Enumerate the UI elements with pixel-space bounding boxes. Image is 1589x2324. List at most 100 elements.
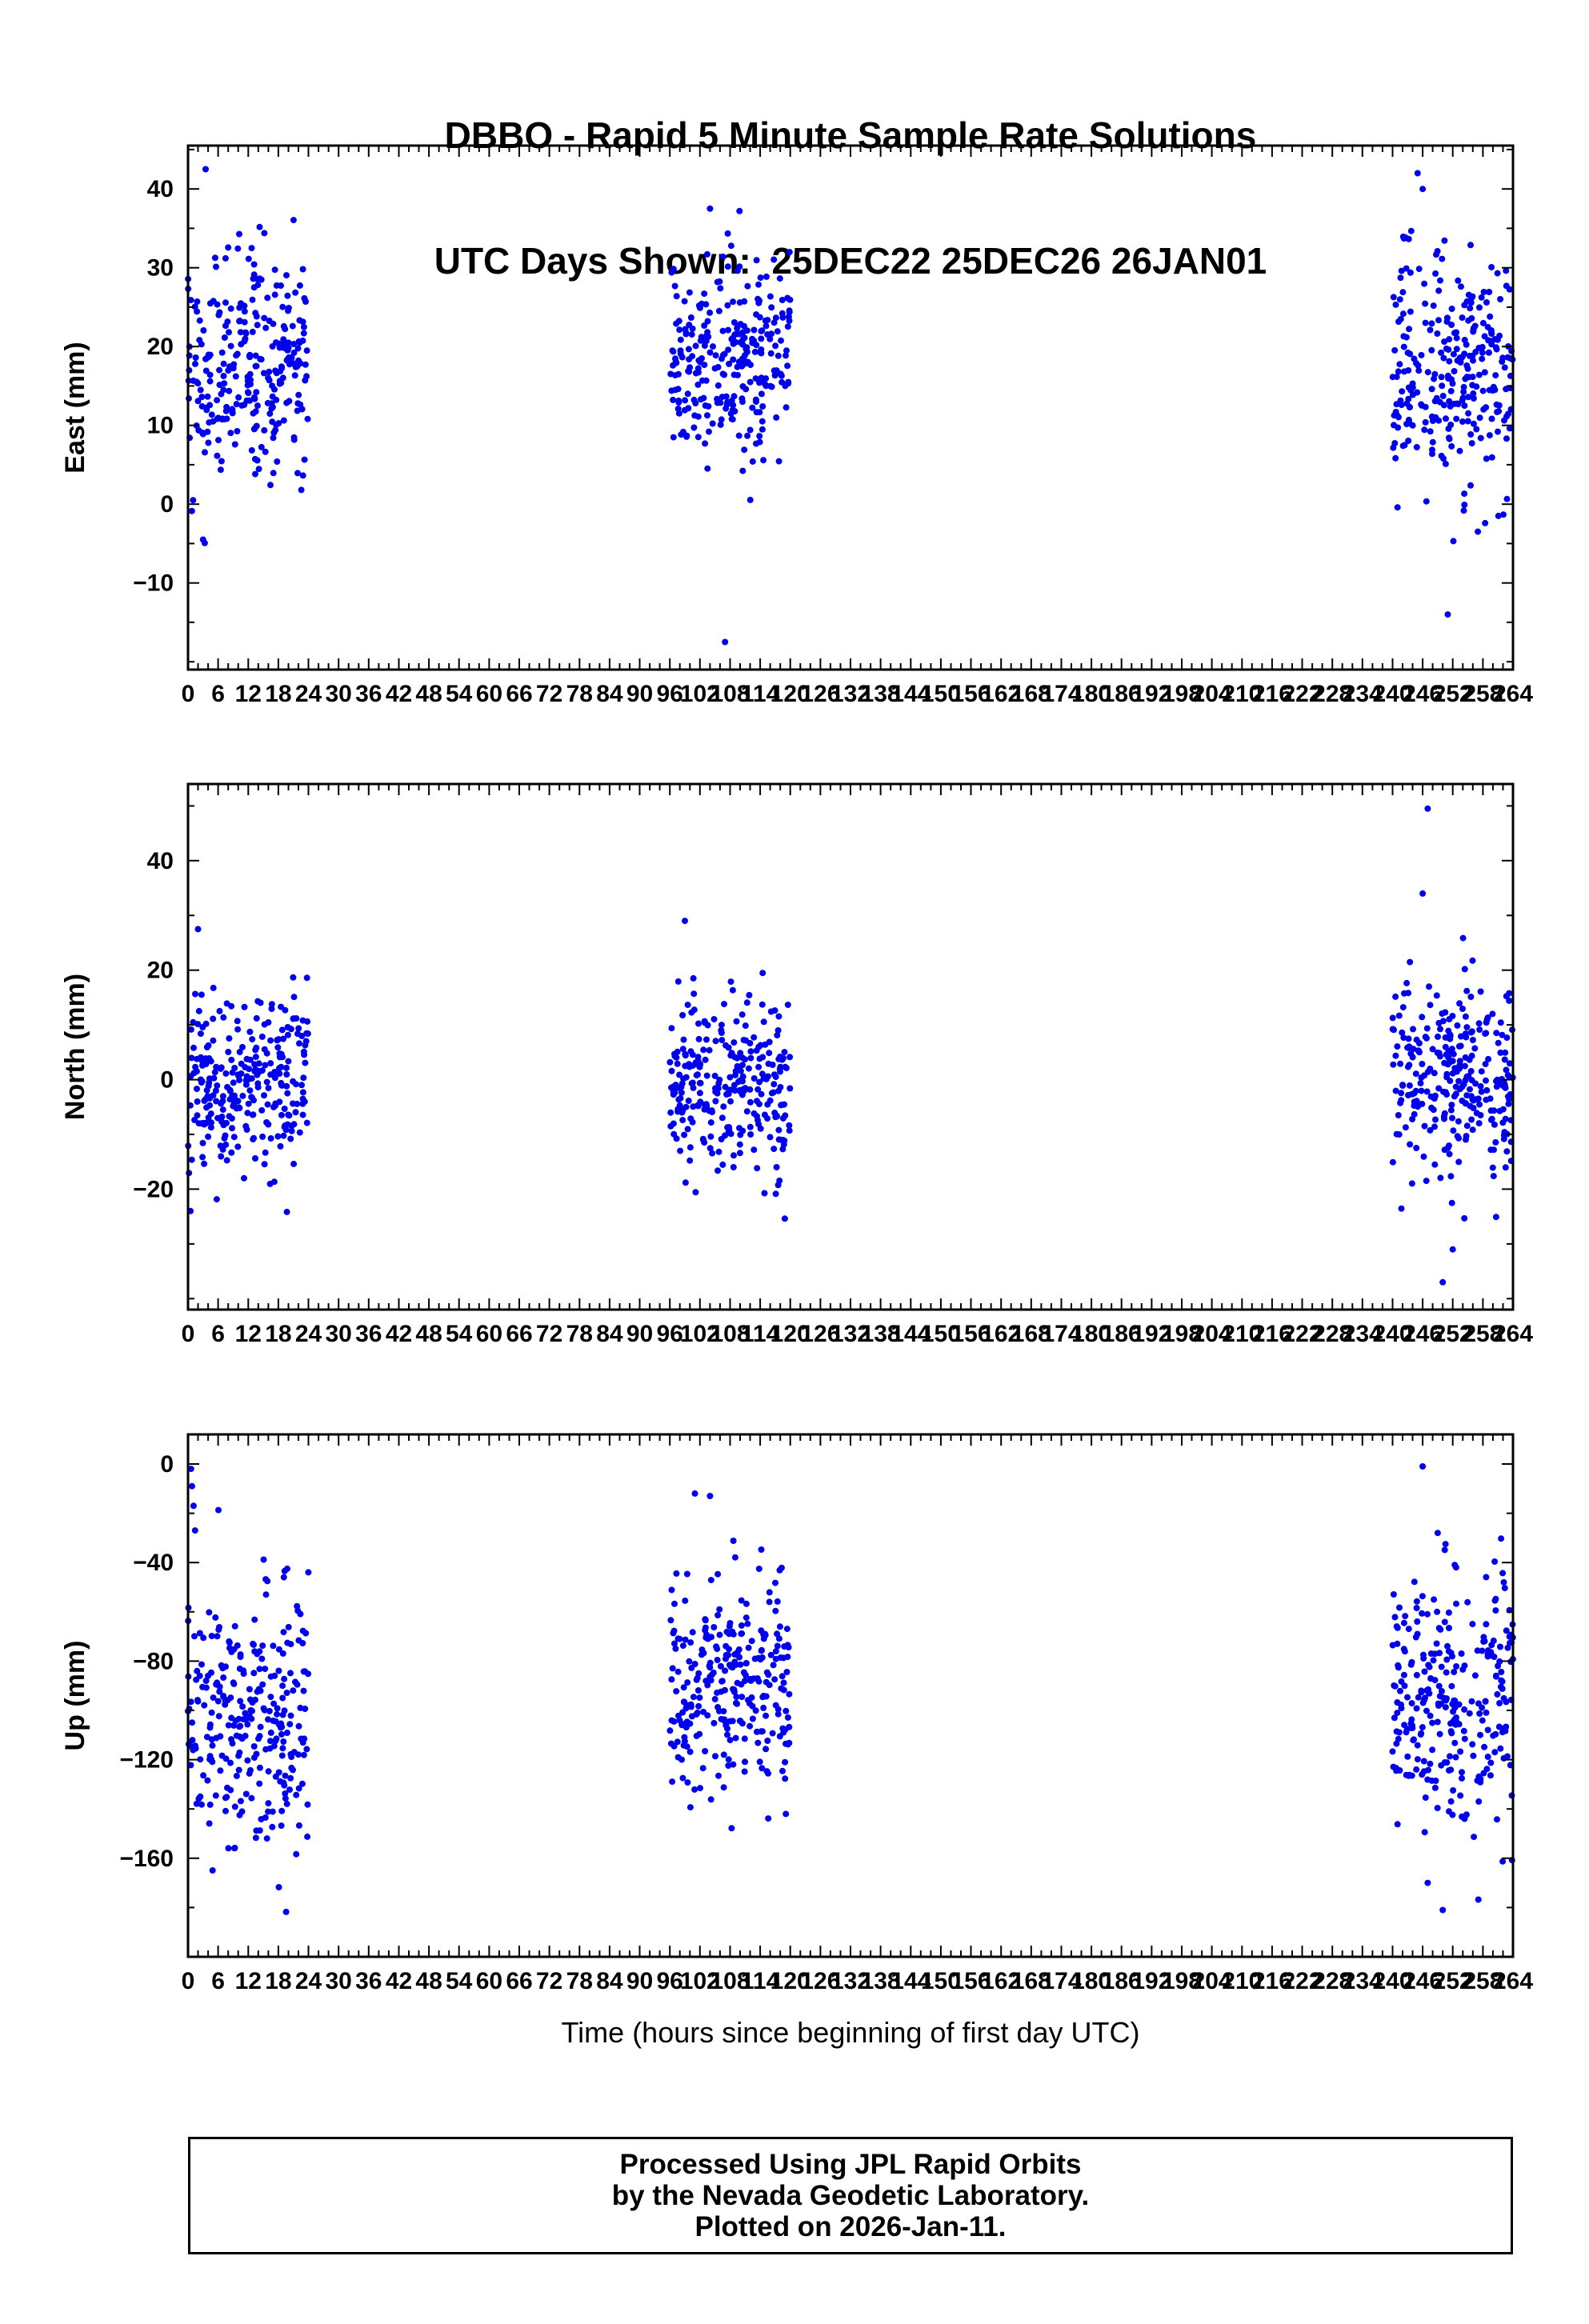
svg-text:48: 48 — [415, 1968, 442, 1994]
svg-text:102: 102 — [680, 681, 720, 707]
svg-text:114: 114 — [741, 681, 780, 707]
svg-text:108: 108 — [710, 1321, 750, 1347]
svg-text:18: 18 — [265, 1968, 291, 1994]
svg-text:90: 90 — [626, 681, 653, 707]
svg-text:48: 48 — [415, 681, 442, 707]
svg-text:42: 42 — [386, 681, 412, 707]
svg-text:222: 222 — [1282, 1968, 1322, 1994]
svg-text:−40: −40 — [133, 1550, 174, 1576]
svg-text:20: 20 — [147, 334, 174, 360]
svg-text:30: 30 — [326, 1321, 352, 1347]
svg-text:222: 222 — [1282, 681, 1322, 707]
svg-text:234: 234 — [1343, 1968, 1383, 1994]
svg-text:252: 252 — [1433, 681, 1473, 707]
svg-text:6: 6 — [211, 1321, 225, 1347]
svg-text:138: 138 — [861, 681, 901, 707]
svg-text:180: 180 — [1071, 1968, 1111, 1994]
svg-text:0: 0 — [182, 1321, 195, 1347]
svg-text:144: 144 — [891, 681, 931, 707]
svg-text:246: 246 — [1403, 681, 1443, 707]
svg-text:174: 174 — [1041, 681, 1081, 707]
svg-text:84: 84 — [596, 681, 623, 707]
svg-text:144: 144 — [891, 1968, 931, 1994]
svg-text:246: 246 — [1403, 1321, 1443, 1347]
svg-text:162: 162 — [981, 1321, 1021, 1347]
svg-text:North (mm): North (mm) — [60, 974, 90, 1120]
svg-text:60: 60 — [476, 681, 502, 707]
svg-text:180: 180 — [1071, 681, 1111, 707]
svg-text:132: 132 — [831, 1321, 871, 1347]
svg-text:66: 66 — [506, 1968, 532, 1994]
svg-text:210: 210 — [1222, 1321, 1262, 1347]
svg-text:−20: −20 — [133, 1176, 174, 1202]
svg-text:54: 54 — [446, 681, 473, 707]
svg-text:192: 192 — [1131, 681, 1171, 707]
svg-text:18: 18 — [265, 681, 291, 707]
svg-text:12: 12 — [235, 1968, 262, 1994]
svg-text:132: 132 — [831, 681, 871, 707]
svg-text:162: 162 — [981, 1968, 1021, 1994]
svg-text:102: 102 — [680, 1321, 720, 1347]
svg-text:198: 198 — [1162, 681, 1202, 707]
svg-text:156: 156 — [951, 681, 991, 707]
svg-text:36: 36 — [355, 681, 382, 707]
svg-text:10: 10 — [147, 413, 174, 439]
svg-text:6: 6 — [211, 681, 225, 707]
svg-text:66: 66 — [506, 1321, 532, 1347]
svg-text:96: 96 — [657, 1968, 683, 1994]
svg-text:210: 210 — [1222, 1968, 1262, 1994]
svg-text:114: 114 — [741, 1321, 780, 1347]
footer-box: Processed Using JPL Rapid Orbits by the … — [188, 2137, 1513, 2254]
svg-text:Up (mm): Up (mm) — [60, 1641, 90, 1751]
svg-text:132: 132 — [831, 1968, 871, 1994]
svg-text:78: 78 — [566, 681, 593, 707]
svg-text:228: 228 — [1312, 1968, 1352, 1994]
svg-text:42: 42 — [386, 1321, 412, 1347]
svg-text:228: 228 — [1312, 1321, 1352, 1347]
svg-text:168: 168 — [1011, 1968, 1051, 1994]
svg-text:−120: −120 — [119, 1747, 174, 1774]
svg-text:96: 96 — [657, 1321, 683, 1347]
svg-text:60: 60 — [476, 1321, 502, 1347]
svg-text:54: 54 — [446, 1321, 473, 1347]
svg-text:246: 246 — [1403, 1968, 1443, 1994]
svg-text:120: 120 — [770, 1968, 811, 1994]
svg-text:198: 198 — [1162, 1321, 1202, 1347]
svg-text:204: 204 — [1192, 1968, 1232, 1994]
svg-text:East (mm): East (mm) — [60, 342, 90, 473]
svg-text:40: 40 — [147, 176, 174, 202]
svg-text:54: 54 — [446, 1968, 473, 1994]
svg-text:66: 66 — [506, 681, 532, 707]
svg-text:150: 150 — [921, 1321, 961, 1347]
svg-text:30: 30 — [147, 255, 174, 282]
svg-text:222: 222 — [1282, 1321, 1322, 1347]
svg-text:156: 156 — [951, 1321, 991, 1347]
svg-text:12: 12 — [235, 1321, 262, 1347]
svg-text:30: 30 — [326, 1968, 352, 1994]
svg-text:30: 30 — [326, 681, 352, 707]
svg-text:24: 24 — [295, 1321, 322, 1347]
svg-text:−160: −160 — [119, 1846, 174, 1872]
svg-text:228: 228 — [1312, 681, 1352, 707]
svg-text:78: 78 — [566, 1321, 593, 1347]
svg-text:198: 198 — [1162, 1968, 1202, 1994]
svg-text:180: 180 — [1071, 1321, 1111, 1347]
svg-text:168: 168 — [1011, 1321, 1051, 1347]
svg-text:192: 192 — [1131, 1968, 1171, 1994]
svg-text:150: 150 — [921, 681, 961, 707]
svg-text:0: 0 — [182, 1968, 195, 1994]
svg-text:126: 126 — [800, 681, 840, 707]
svg-text:258: 258 — [1463, 1968, 1503, 1994]
svg-text:120: 120 — [770, 681, 811, 707]
svg-text:0: 0 — [182, 681, 195, 707]
svg-text:72: 72 — [536, 1321, 562, 1347]
svg-text:42: 42 — [386, 1968, 412, 1994]
svg-text:72: 72 — [536, 1968, 562, 1994]
svg-text:210: 210 — [1222, 681, 1262, 707]
svg-text:6: 6 — [211, 1968, 225, 1994]
svg-text:20: 20 — [147, 958, 174, 984]
svg-text:0: 0 — [160, 1451, 174, 1478]
svg-text:0: 0 — [160, 491, 174, 518]
svg-text:84: 84 — [596, 1321, 623, 1347]
svg-text:126: 126 — [800, 1321, 840, 1347]
